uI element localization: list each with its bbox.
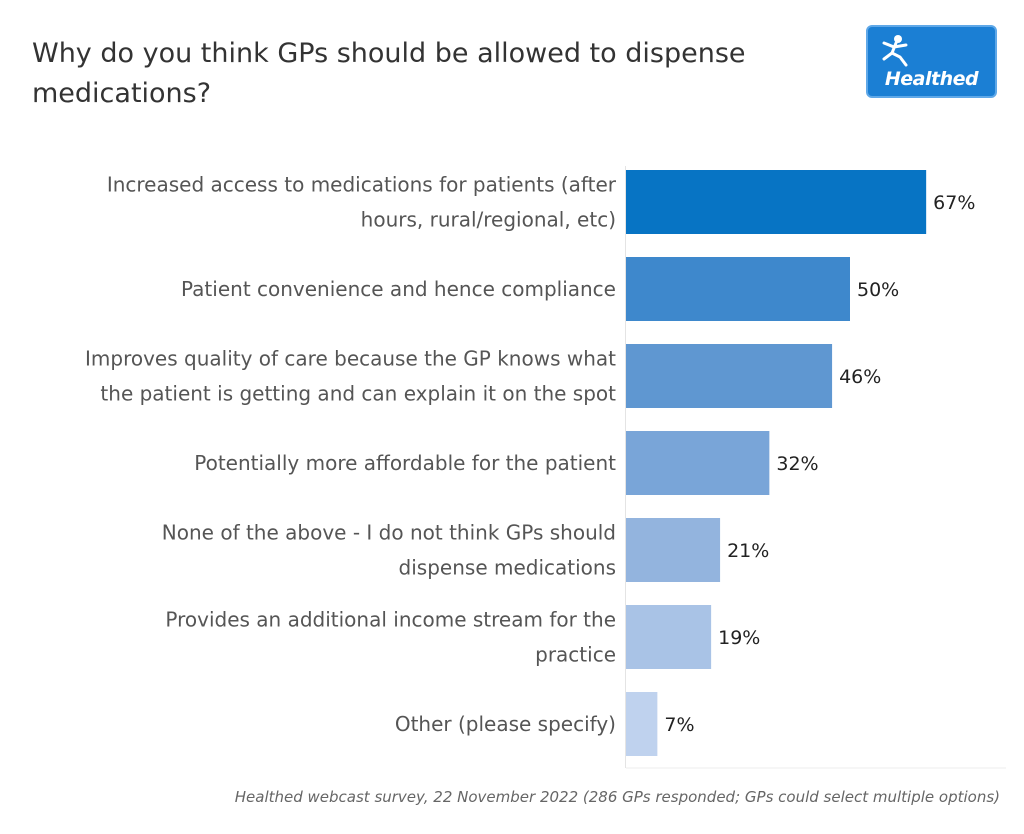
category-label-7: Other (please specify): [395, 712, 616, 736]
bar-4: [626, 431, 770, 495]
logo-text: Healthed: [884, 68, 979, 90]
bar-7: [626, 692, 658, 756]
value-label-3: 46%: [839, 366, 881, 388]
bar-6: [626, 605, 712, 669]
category-label-1: Increased access to medications for pati…: [107, 173, 617, 232]
category-label-2: Patient convenience and hence compliance: [181, 277, 616, 301]
value-label-5: 21%: [727, 540, 769, 562]
chart-title: Why do you think GPs should be allowed t…: [32, 38, 746, 109]
value-label-6: 19%: [718, 627, 760, 649]
value-label-4: 32%: [776, 453, 818, 475]
bar-3: [626, 344, 833, 408]
value-label-1: 67%: [933, 192, 975, 214]
bar-1: [626, 170, 927, 234]
value-label-2: 50%: [857, 279, 899, 301]
bar-5: [626, 518, 721, 582]
healthed-logo: Healthed: [866, 25, 997, 98]
category-label-6: Provides an additional income stream for…: [165, 608, 616, 667]
hermes-figure-icon: [882, 35, 908, 67]
value-label-7: 7%: [664, 714, 694, 736]
category-label-3: Improves quality of care because the GP …: [85, 347, 616, 406]
footnote: Healthed webcast survey, 22 November 202…: [234, 788, 1000, 806]
category-label-4: Potentially more affordable for the pati…: [194, 451, 616, 475]
bar-2: [626, 257, 850, 321]
category-label-5: None of the above - I do not think GPs s…: [162, 521, 616, 580]
